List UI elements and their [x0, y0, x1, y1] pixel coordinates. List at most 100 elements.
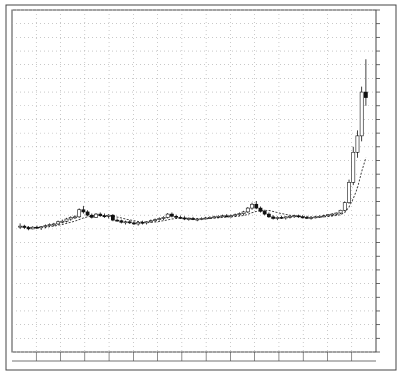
candle-body: [136, 222, 141, 225]
candle-body: [262, 211, 267, 215]
candle-body: [355, 135, 360, 153]
candle: [110, 214, 115, 222]
candle: [330, 213, 335, 216]
candle-body: [89, 214, 94, 218]
candle-body: [220, 215, 225, 218]
candle-body: [351, 151, 356, 183]
candle-body: [317, 215, 322, 218]
candle-body: [170, 213, 174, 217]
candle: [18, 223, 22, 229]
candle-body: [22, 225, 27, 228]
candle-body: [165, 213, 170, 218]
candle: [153, 218, 157, 222]
candle-body: [148, 220, 153, 223]
candle: [229, 214, 233, 218]
candle: [334, 212, 339, 216]
candle: [309, 216, 313, 220]
candle: [237, 212, 242, 216]
candle-body: [207, 217, 212, 219]
candle: [22, 224, 27, 229]
candle: [271, 215, 276, 220]
candle-body: [338, 209, 343, 214]
candle: [355, 130, 360, 158]
candle-body: [186, 218, 191, 220]
candle: [296, 214, 301, 218]
candle-body: [288, 215, 292, 218]
candle: [199, 217, 204, 221]
candle-body: [77, 209, 82, 218]
candle: [106, 214, 111, 219]
candle-body: [47, 224, 52, 226]
candle-body: [140, 222, 145, 224]
candle: [250, 202, 254, 210]
candle-body: [292, 215, 297, 218]
candle-body: [102, 215, 107, 218]
candle: [157, 217, 162, 221]
candle-body: [191, 218, 195, 220]
candle: [140, 220, 145, 225]
candle-body: [51, 223, 56, 226]
candle-body: [271, 216, 276, 219]
candle: [317, 215, 322, 218]
candle: [245, 206, 250, 214]
candle: [64, 217, 69, 223]
candle: [178, 215, 183, 220]
candle: [182, 216, 187, 221]
candle: [191, 216, 195, 221]
candle-body: [212, 216, 216, 219]
candle-body: [334, 212, 339, 215]
candle: [39, 226, 44, 230]
candle: [127, 220, 132, 224]
candle: [220, 214, 225, 218]
candle-body: [296, 215, 301, 218]
candle-body: [364, 91, 368, 98]
candle: [144, 221, 149, 225]
candle: [56, 220, 60, 226]
candle: [123, 220, 128, 225]
candle-body: [241, 211, 246, 214]
candle-body: [60, 220, 65, 223]
candle-body: [110, 214, 115, 221]
candle-body: [43, 225, 48, 227]
candle-body: [85, 211, 90, 216]
candle-body: [115, 219, 119, 222]
candle: [233, 213, 238, 217]
candle: [148, 219, 153, 223]
candle-body: [123, 221, 128, 224]
candle-body: [258, 207, 263, 212]
candle-body: [342, 202, 347, 211]
candle-body: [157, 218, 162, 220]
candle-body: [195, 218, 200, 221]
candle: [132, 221, 136, 226]
candle-body: [98, 213, 103, 217]
candle: [292, 214, 297, 218]
candle: [43, 224, 48, 229]
candle-body: [250, 203, 254, 209]
candle-body: [216, 215, 221, 218]
candle-body: [26, 227, 31, 230]
candle-body: [304, 217, 309, 219]
candle: [115, 218, 119, 222]
candle: [241, 210, 246, 216]
candle-body: [279, 217, 284, 219]
candle: [216, 215, 221, 218]
candle: [351, 146, 356, 186]
candle: [73, 215, 77, 220]
candle: [300, 215, 305, 219]
candle-body: [132, 222, 136, 225]
candle-body: [326, 214, 330, 217]
candle: [119, 219, 124, 224]
candle: [94, 213, 98, 218]
candle-body: [64, 218, 69, 222]
candle-body: [68, 217, 73, 220]
candle: [26, 226, 31, 231]
candle: [275, 216, 280, 221]
candle-body: [359, 91, 364, 137]
candle-body: [309, 217, 313, 219]
candle: [258, 206, 263, 213]
candle: [267, 212, 271, 218]
candle-body: [275, 217, 280, 219]
candle: [85, 210, 90, 217]
